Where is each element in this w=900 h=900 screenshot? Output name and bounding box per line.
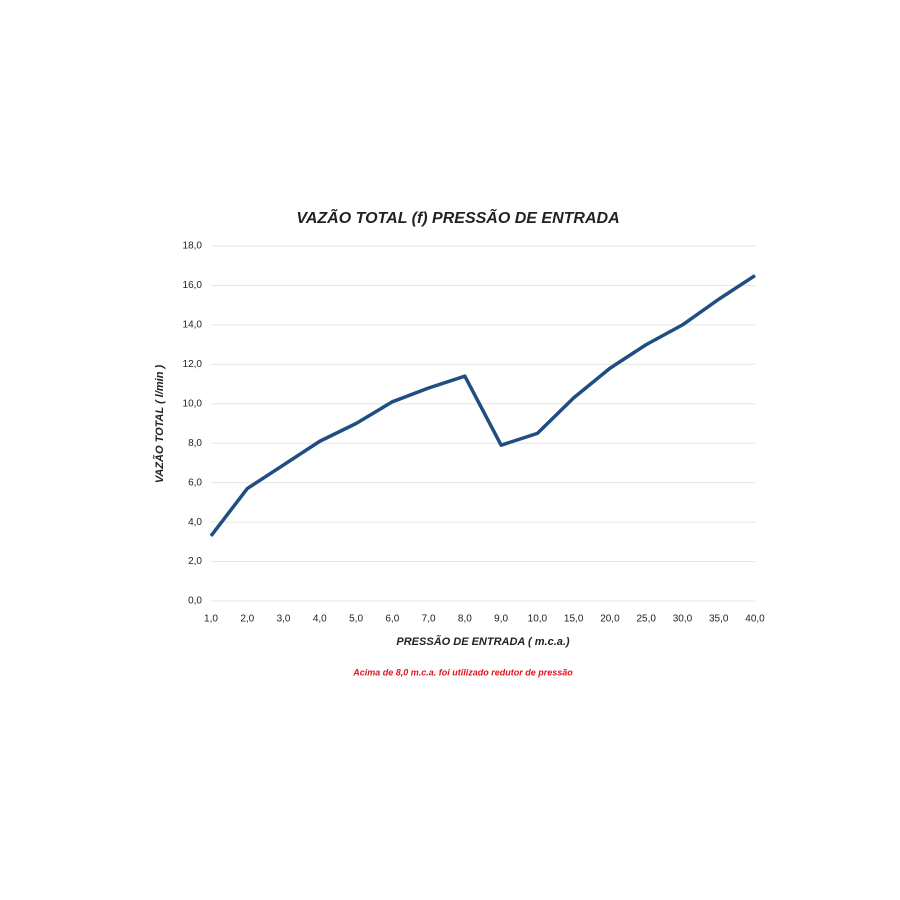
x-axis-label: PRESSÃO DE ENTRADA ( m.c.a.) [396,635,570,648]
y-tick-label: 12,0 [183,359,203,370]
x-tick-label: 15,0 [564,614,584,625]
x-tick-label: 35,0 [709,614,729,625]
x-tick-label: 4,0 [313,614,327,625]
y-tick-label: 6,0 [188,477,202,488]
y-tick-label: 8,0 [188,438,202,449]
y-tick-label: 0,0 [188,596,202,607]
x-tick-label: 3,0 [277,614,291,625]
x-tick-label: 8,0 [458,614,472,625]
y-tick-label: 2,0 [188,556,202,567]
x-tick-label: 5,0 [349,614,363,625]
y-tick-label: 16,0 [183,280,203,291]
note: Acima de 8,0 m.c.a. foi utilizado reduto… [352,667,573,677]
y-tick-label: 18,0 [183,241,203,252]
y-tick-label: 14,0 [183,320,203,331]
x-tick-label: 30,0 [673,614,693,625]
x-tick-label: 2,0 [240,614,254,625]
y-tick-label: 4,0 [188,517,202,528]
x-tick-label: 40,0 [745,614,765,625]
x-tick-label: 1,0 [204,614,218,625]
data-line [209,274,756,537]
x-tick-label: 6,0 [385,614,399,625]
chart-title: VAZÃO TOTAL (f) PRESSÃO DE ENTRADA [296,207,619,227]
x-tick-label: 10,0 [528,614,548,625]
y-tick-label: 10,0 [183,398,203,409]
x-tick-label: 9,0 [494,614,508,625]
x-tick-label: 20,0 [600,614,620,625]
y-axis-label: VAZÃO TOTAL ( l/min ) [153,364,166,483]
x-tick-label: 7,0 [422,614,436,625]
x-tick-label: 25,0 [636,614,656,625]
